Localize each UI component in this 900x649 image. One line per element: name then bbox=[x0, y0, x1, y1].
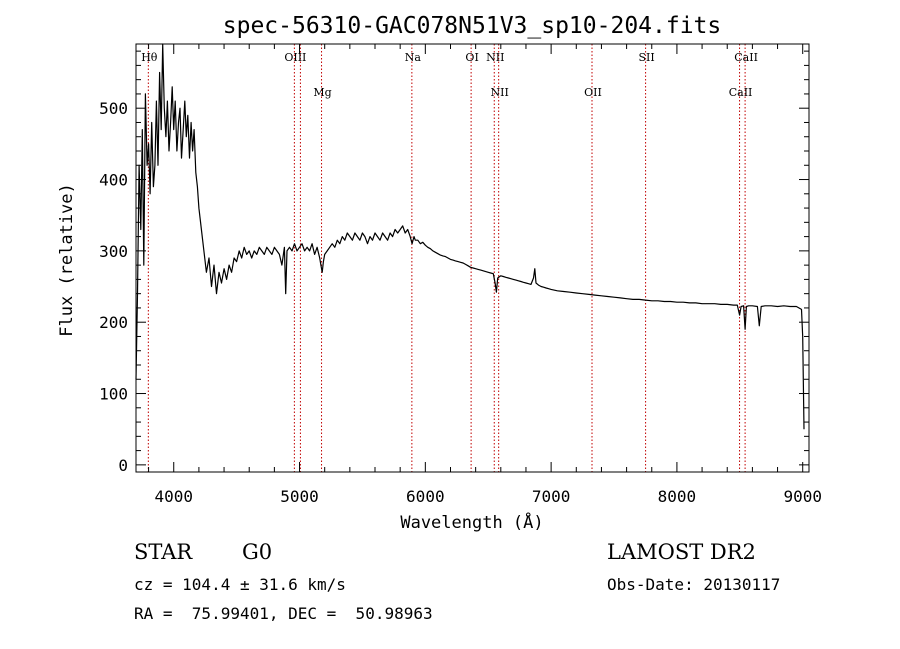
x-tick-label: 8000 bbox=[658, 487, 697, 506]
y-axis-label: Flux (relative) bbox=[57, 183, 77, 337]
object-subclass: G0 bbox=[242, 540, 273, 564]
line-label: OIII bbox=[284, 51, 306, 64]
coordinates-info: RA = 75.99401, DEC = 50.98963 bbox=[134, 604, 433, 623]
line-label: OII bbox=[584, 86, 602, 99]
y-tick-label: 500 bbox=[99, 99, 128, 118]
x-tick-label: 6000 bbox=[406, 487, 445, 506]
object-class: STAR bbox=[134, 540, 193, 564]
redshift-info: cz = 104.4 ± 31.6 km/s bbox=[134, 575, 346, 594]
spectral-line-markers: Hθ OIII Mg Na OI NII NII OII SII CaII CaII bbox=[141, 44, 758, 472]
x-tick-label: 4000 bbox=[154, 487, 193, 506]
line-label: CaII bbox=[734, 51, 758, 64]
survey-name: LAMOST DR2 bbox=[607, 540, 756, 564]
y-tick-label: 0 bbox=[118, 456, 128, 475]
line-label: NII bbox=[491, 86, 509, 99]
axis-ticks: 4000 5000 6000 7000 8000 9000 0 100 200 300 400 500 bbox=[99, 44, 822, 506]
observation-date: Obs-Date: 20130117 bbox=[607, 575, 781, 594]
y-tick-label: 200 bbox=[99, 313, 128, 332]
chart-title: spec-56310-GAC078N51V3_sp10-204.fits bbox=[223, 13, 722, 39]
x-tick-label: 5000 bbox=[280, 487, 319, 506]
spectrum-line bbox=[135, 43, 805, 430]
line-label: OI bbox=[465, 51, 478, 64]
spectrum-series bbox=[135, 43, 805, 430]
line-label: NII bbox=[486, 51, 504, 64]
y-tick-label: 100 bbox=[99, 385, 128, 404]
plot-frame bbox=[135, 43, 810, 473]
x-axis-label: Wavelength (Å) bbox=[400, 511, 543, 533]
y-tick-label: 300 bbox=[99, 242, 128, 261]
line-label: CaII bbox=[729, 86, 753, 99]
line-label: Na bbox=[405, 51, 422, 64]
line-label: Mg bbox=[313, 86, 331, 99]
x-tick-label: 7000 bbox=[532, 487, 571, 506]
x-tick-label: 9000 bbox=[783, 487, 822, 506]
line-label: SII bbox=[638, 51, 654, 64]
line-label: Hθ bbox=[141, 51, 158, 64]
y-tick-label: 400 bbox=[99, 171, 128, 190]
